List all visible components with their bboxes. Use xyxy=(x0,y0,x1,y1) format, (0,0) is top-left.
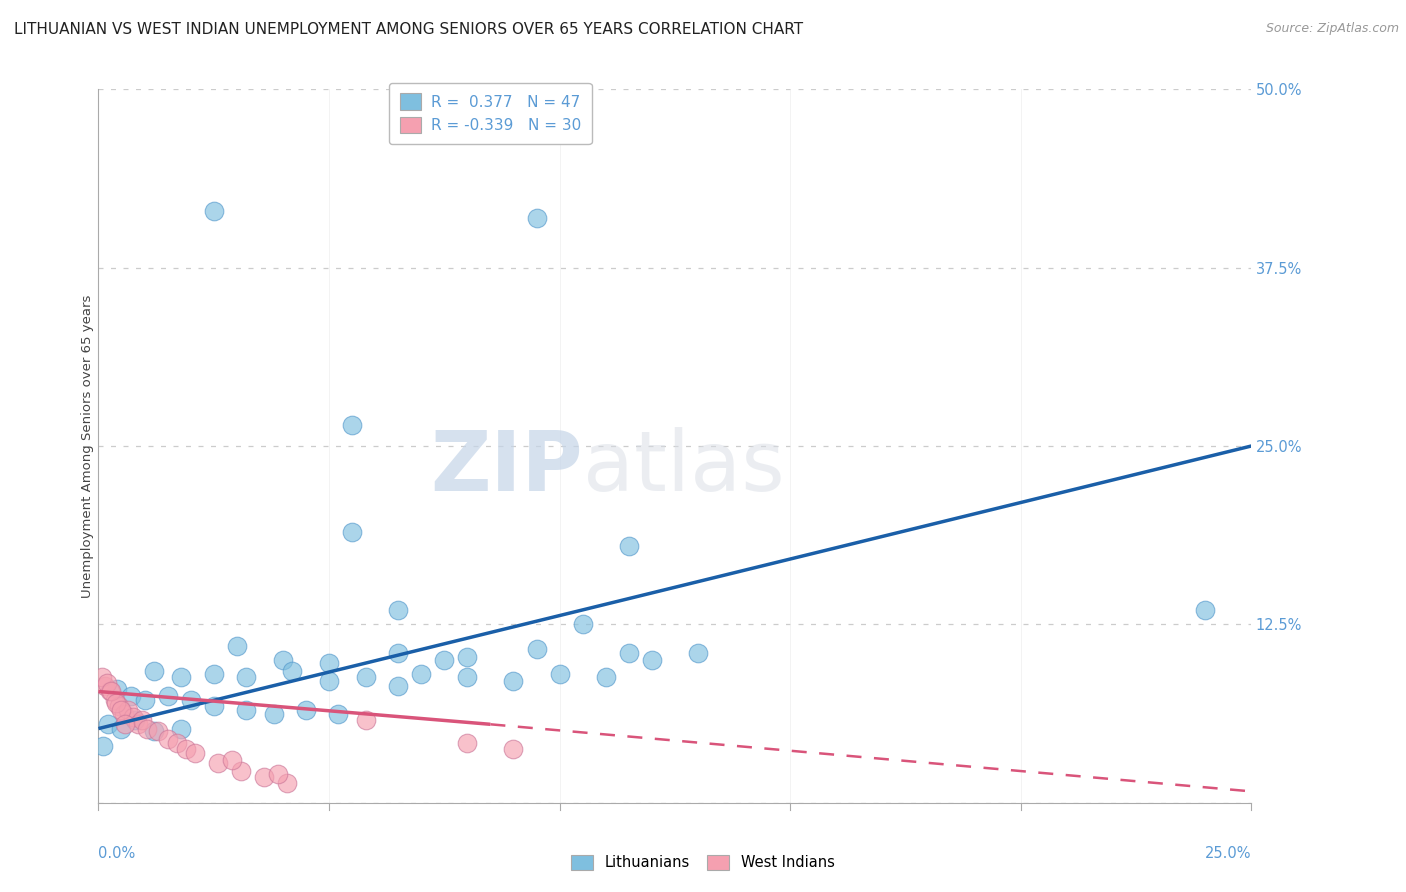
Point xyxy=(318,674,340,689)
Text: ZIP: ZIP xyxy=(430,427,582,508)
Point xyxy=(114,717,136,731)
Point xyxy=(98,684,121,698)
Point xyxy=(142,665,165,679)
Point xyxy=(340,417,363,432)
Point xyxy=(456,650,478,665)
Point xyxy=(1194,603,1216,617)
Point xyxy=(110,722,132,736)
Point xyxy=(526,641,548,656)
Point xyxy=(235,670,257,684)
Point xyxy=(225,639,247,653)
Point xyxy=(207,756,229,770)
Point xyxy=(617,646,640,660)
Point xyxy=(103,693,125,707)
Text: atlas: atlas xyxy=(582,427,785,508)
Point xyxy=(124,713,146,727)
Point xyxy=(502,741,524,756)
Point xyxy=(156,689,179,703)
Point xyxy=(148,724,170,739)
Point xyxy=(108,698,131,713)
Point xyxy=(202,698,225,713)
Point xyxy=(387,603,409,617)
Point xyxy=(122,710,145,724)
Point xyxy=(235,703,257,717)
Point xyxy=(105,681,128,696)
Point xyxy=(354,670,377,684)
Point xyxy=(156,731,179,746)
Point xyxy=(202,203,225,218)
Text: 0.0%: 0.0% xyxy=(98,846,135,861)
Point xyxy=(686,646,709,660)
Point xyxy=(433,653,456,667)
Point xyxy=(94,679,117,693)
Point xyxy=(387,646,409,660)
Point xyxy=(571,617,593,632)
Y-axis label: Unemployment Among Seniors over 65 years: Unemployment Among Seniors over 65 years xyxy=(80,294,94,598)
Point xyxy=(411,667,433,681)
Point xyxy=(131,713,153,727)
Point xyxy=(354,713,377,727)
Point xyxy=(100,684,122,698)
Point xyxy=(526,211,548,225)
Point xyxy=(617,539,640,553)
Point xyxy=(548,667,571,681)
Point xyxy=(387,679,409,693)
Text: Source: ZipAtlas.com: Source: ZipAtlas.com xyxy=(1265,22,1399,36)
Point xyxy=(456,736,478,750)
Point xyxy=(318,656,340,670)
Point xyxy=(295,703,318,717)
Point xyxy=(174,741,197,756)
Point xyxy=(202,667,225,681)
Point xyxy=(263,707,285,722)
Point xyxy=(231,764,253,779)
Point xyxy=(170,722,193,736)
Point xyxy=(595,670,617,684)
Text: 25.0%: 25.0% xyxy=(1205,846,1251,861)
Point xyxy=(112,707,135,722)
Point xyxy=(117,703,139,717)
Point xyxy=(166,736,188,750)
Point xyxy=(97,717,120,731)
Point xyxy=(120,689,142,703)
Legend: Lithuanians, West Indians: Lithuanians, West Indians xyxy=(565,848,841,876)
Text: LITHUANIAN VS WEST INDIAN UNEMPLOYMENT AMONG SENIORS OVER 65 YEARS CORRELATION C: LITHUANIAN VS WEST INDIAN UNEMPLOYMENT A… xyxy=(14,22,803,37)
Point xyxy=(267,767,290,781)
Point xyxy=(110,703,132,717)
Point xyxy=(456,670,478,684)
Point xyxy=(142,724,165,739)
Point xyxy=(641,653,664,667)
Point xyxy=(180,693,202,707)
Point xyxy=(96,676,118,690)
Point xyxy=(104,696,127,710)
Point xyxy=(170,670,193,684)
Point xyxy=(221,753,243,767)
Point xyxy=(134,693,156,707)
Point xyxy=(184,746,207,760)
Point xyxy=(135,722,157,736)
Point xyxy=(276,776,298,790)
Point xyxy=(502,674,524,689)
Point xyxy=(328,707,350,722)
Point xyxy=(253,770,276,784)
Point xyxy=(340,524,363,539)
Point xyxy=(91,670,114,684)
Point xyxy=(127,717,149,731)
Point xyxy=(91,739,114,753)
Legend: R =  0.377   N = 47, R = -0.339   N = 30: R = 0.377 N = 47, R = -0.339 N = 30 xyxy=(389,83,592,145)
Point xyxy=(281,665,304,679)
Point xyxy=(271,653,294,667)
